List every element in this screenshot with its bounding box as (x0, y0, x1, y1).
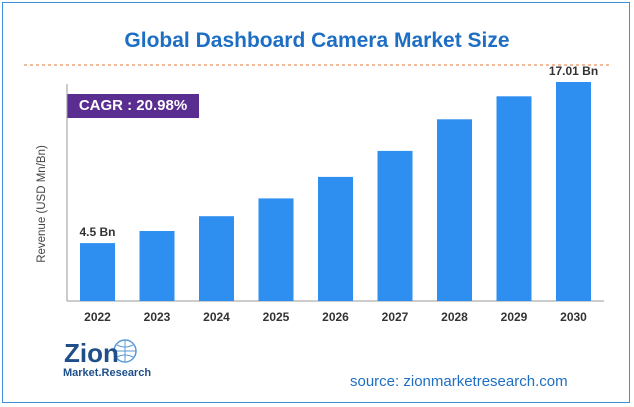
bar-2025 (258, 198, 294, 301)
x-tick-label: 2028 (441, 310, 468, 324)
bar-2028 (437, 119, 472, 301)
bar-2026 (318, 176, 353, 301)
bar-2023 (139, 231, 175, 301)
logo-word: Zion (64, 338, 119, 368)
bar-2030 (556, 82, 591, 301)
zion-logo: Zion Market.Research (62, 335, 152, 380)
x-tick-label: 2030 (560, 310, 587, 324)
x-tick-label: 2027 (382, 310, 409, 324)
x-tick-label: 2023 (144, 310, 171, 324)
bar-2027 (377, 150, 413, 301)
x-tick-label: 2022 (84, 310, 111, 324)
bar-2024 (199, 216, 234, 301)
x-tick-label: 2026 (322, 310, 349, 324)
data-label-first: 4.5 Bn (79, 225, 115, 239)
logo-sub: Market.Research (63, 367, 151, 379)
x-tick-label: 2029 (501, 310, 528, 324)
chart-title: Global Dashboard Camera Market Size (124, 29, 510, 52)
data-label-last: 17.01 Bn (549, 64, 598, 78)
x-tick-label: 2025 (263, 310, 290, 324)
bar-2022 (80, 243, 115, 301)
x-tick-label: 2024 (203, 310, 230, 324)
source-text: source: zionmarketresearch.com (350, 373, 568, 390)
cagr-badge: CAGR : 20.98% (67, 94, 199, 118)
bar-2029 (496, 96, 532, 301)
